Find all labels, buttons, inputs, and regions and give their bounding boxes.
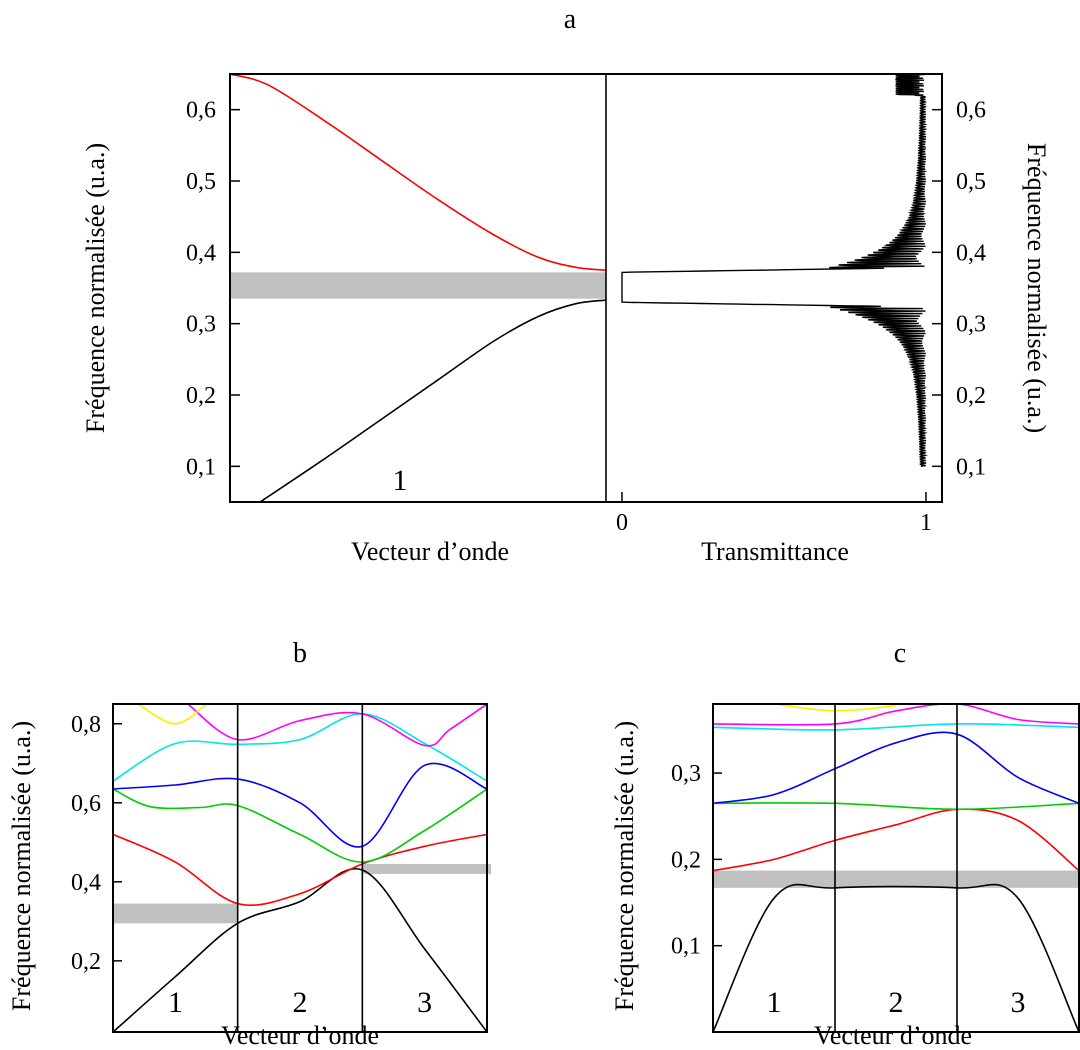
zone-label-b-2: 2 xyxy=(293,986,308,1019)
xtick-label-a: 0 xyxy=(616,510,628,536)
band-curve-a-2 xyxy=(260,300,606,502)
xtick-label-a: 1 xyxy=(920,510,932,536)
ytick-label-a-right: 0,5 xyxy=(956,169,986,195)
band-curve-a-1 xyxy=(230,74,606,270)
ytick-label-a-left: 0,2 xyxy=(186,383,216,409)
ytick-label-b: 0,8 xyxy=(71,712,101,738)
ytick-label-a-right: 0,2 xyxy=(956,383,986,409)
zone-label-c-1: 1 xyxy=(767,986,782,1019)
band-curve-b-5 xyxy=(113,714,487,781)
zone-label-b-3: 3 xyxy=(417,986,432,1019)
band-gap-a xyxy=(230,272,606,298)
plot-frame-c xyxy=(713,704,1079,1032)
ytick-label-a-left: 0,5 xyxy=(186,169,216,195)
band-curve-b-6 xyxy=(188,704,487,746)
band-curve-b-7 xyxy=(138,704,207,724)
transmittance-curve xyxy=(622,74,926,466)
ytick-label-a-left: 0,3 xyxy=(186,312,216,338)
ytick-label-c: 0,2 xyxy=(671,847,701,873)
ytick-label-b: 0,6 xyxy=(71,791,101,817)
ytick-label-a-left: 0,1 xyxy=(186,454,216,480)
ytick-label-a-right: 0,3 xyxy=(956,312,986,338)
band-gap-c-1 xyxy=(713,871,1080,888)
ytick-label-c: 0,3 xyxy=(671,761,701,787)
band-curve-c-6 xyxy=(713,704,1079,725)
panel-c: c 0,1 0,2 0,3 1 2 3 Vecteur d’onde Fréquence nor… xyxy=(610,638,1080,1050)
band-gap-b-2 xyxy=(362,864,491,874)
band-curve-c-3 xyxy=(713,803,1079,809)
yaxis-label-a-right: Fréquence normalisée (u.a.) xyxy=(1022,143,1051,433)
zone-label-c-3: 3 xyxy=(1011,986,1026,1019)
yaxis-label-b: Fréquence normalisée (u.a.) xyxy=(7,721,36,1011)
ytick-label-a-right: 0,4 xyxy=(956,240,986,266)
panel-b: b 0,2 0,4 0,6 0,8 1 2 3 Vecteur d’onde Fréquence … xyxy=(7,638,491,1050)
ytick-label-c: 0,1 xyxy=(671,934,701,960)
band-curve-c-4 xyxy=(713,732,1079,803)
yaxis-label-c: Fréquence normalisée (u.a.) xyxy=(610,721,639,1011)
zone-label-c-2: 2 xyxy=(889,986,904,1019)
panel-c-letter: c xyxy=(894,638,906,669)
band-curve-c-2 xyxy=(713,809,1079,870)
panel-a: a 0,1 0,1 0,2 0,2 0,3 0,3 0,4 0,4 0,5 0,5 0,6 0,6 0 1 1… xyxy=(81,4,1051,566)
xaxis-label-b: Vecteur d’onde xyxy=(221,1021,379,1050)
ytick-label-b: 0,2 xyxy=(71,949,101,975)
ytick-label-b: 0,4 xyxy=(71,870,101,896)
xaxis-label-c: Vecteur d’onde xyxy=(814,1021,972,1050)
band-curve-b-3 xyxy=(113,789,487,862)
xaxis-label-a-right: Transmittance xyxy=(701,537,849,566)
zone-label-a-1: 1 xyxy=(393,464,408,497)
zone-label-b-1: 1 xyxy=(168,986,183,1019)
ytick-label-a-right: 0,6 xyxy=(956,98,986,124)
ytick-label-a-left: 0,6 xyxy=(186,98,216,124)
band-gap-b-1 xyxy=(113,904,238,924)
ytick-label-a-left: 0,4 xyxy=(186,240,216,266)
yaxis-label-a-left: Fréquence normalisée (u.a.) xyxy=(81,143,110,433)
ytick-label-a-right: 0,1 xyxy=(956,454,986,480)
panel-a-letter: a xyxy=(564,4,577,35)
xaxis-label-a-left: Vecteur d’onde xyxy=(351,537,509,566)
panel-b-letter: b xyxy=(293,638,307,669)
